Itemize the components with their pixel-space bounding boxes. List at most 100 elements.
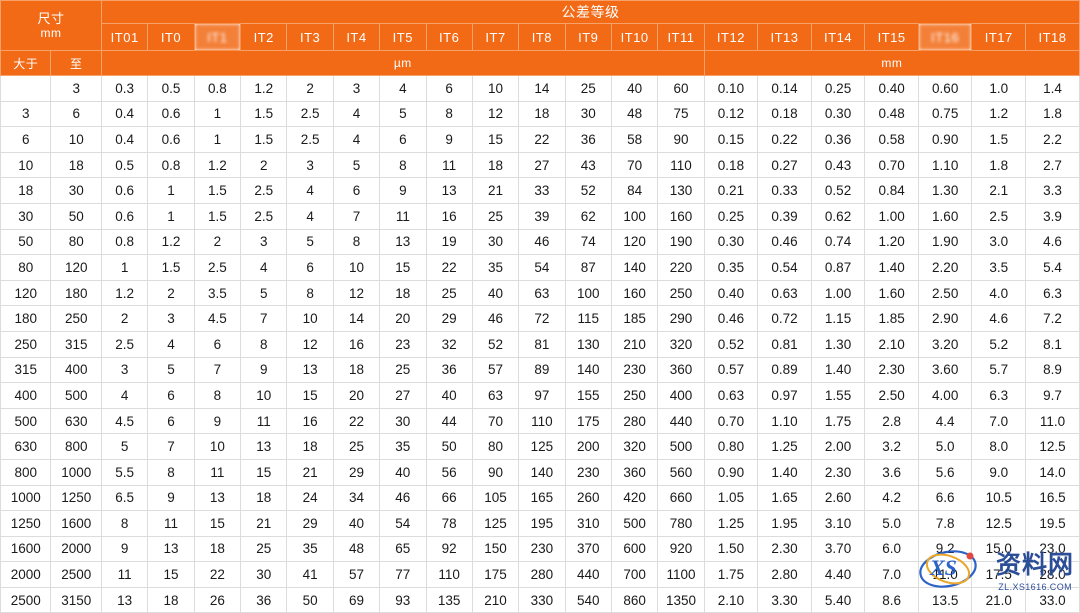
cell-it16: 0.90 bbox=[917, 126, 973, 153]
cell-it4: 25 bbox=[332, 433, 381, 460]
cell-it1: 2 bbox=[193, 228, 242, 256]
cell-it3: 3 bbox=[286, 151, 334, 179]
cell-it7: 10 bbox=[471, 75, 520, 102]
cell-it01: 0.6 bbox=[100, 177, 149, 204]
grade-header-it12[interactable]: IT12 bbox=[703, 23, 759, 51]
cell-it7: 15 bbox=[471, 126, 520, 153]
cell-it18: 4.6 bbox=[1025, 228, 1080, 256]
cell-size-from: 250 bbox=[0, 330, 52, 358]
cell-it15: 8.6 bbox=[864, 586, 919, 613]
cell-it3: 4 bbox=[286, 177, 334, 204]
cell-size-to: 30 bbox=[50, 177, 102, 204]
cell-it12: 0.52 bbox=[703, 330, 759, 358]
cell-it15: 1.40 bbox=[864, 254, 919, 281]
grade-header-it2[interactable]: IT2 bbox=[240, 23, 288, 51]
cell-it4: 69 bbox=[332, 586, 381, 613]
cell-it11: 1100 bbox=[657, 561, 705, 588]
table-row: 30 50 0.6 1 1.5 2.5 4 7 11 16 25 39 62 100 160 0.25 0.39… bbox=[0, 202, 1080, 230]
cell-it0: 8 bbox=[147, 458, 195, 486]
cell-it18: 5.4 bbox=[1025, 254, 1080, 281]
grade-header-it11[interactable]: IT11 bbox=[657, 23, 705, 51]
cell-it6: 110 bbox=[425, 561, 473, 588]
cell-it3: 4 bbox=[286, 202, 334, 230]
grade-header-it16[interactable]: IT16 bbox=[917, 23, 973, 51]
cell-it5: 77 bbox=[379, 561, 427, 588]
cell-it01: 0.4 bbox=[100, 100, 149, 128]
grade-header-it4[interactable]: IT4 bbox=[332, 23, 381, 51]
grade-header-it1[interactable]: IT1 bbox=[193, 23, 242, 51]
cell-it3: 6 bbox=[286, 254, 334, 281]
cell-size-to: 18 bbox=[50, 151, 102, 179]
cell-it15: 3.2 bbox=[864, 433, 919, 460]
grade-header-it3[interactable]: IT3 bbox=[286, 23, 334, 51]
cell-it11: 130 bbox=[657, 177, 705, 204]
cell-it13: 0.22 bbox=[757, 126, 812, 153]
grade-header-it17[interactable]: IT17 bbox=[971, 23, 1027, 51]
cell-it15: 3.6 bbox=[864, 458, 919, 486]
cell-it4: 16 bbox=[332, 330, 381, 358]
cell-it16: 1.10 bbox=[917, 151, 973, 179]
grade-header-it5[interactable]: IT5 bbox=[379, 23, 427, 51]
cell-it01: 9 bbox=[100, 535, 149, 563]
cell-it0: 0.5 bbox=[147, 75, 195, 102]
cell-it6: 13 bbox=[425, 177, 473, 204]
cell-it0: 1.5 bbox=[147, 254, 195, 281]
cell-it18: 1.4 bbox=[1025, 75, 1080, 102]
cell-it01: 0.8 bbox=[100, 228, 149, 256]
cell-it12: 0.35 bbox=[703, 254, 759, 281]
cell-it2: 18 bbox=[240, 484, 288, 512]
cell-it11: 920 bbox=[657, 535, 705, 563]
grade-header-it9[interactable]: IT9 bbox=[564, 23, 612, 51]
cell-it5: 5 bbox=[379, 100, 427, 128]
cell-it13: 2.30 bbox=[757, 535, 812, 563]
cell-it12: 0.70 bbox=[703, 407, 759, 435]
cell-it17: 5.2 bbox=[971, 330, 1027, 358]
cell-it01: 5 bbox=[100, 433, 149, 460]
cell-it0: 13 bbox=[147, 535, 195, 563]
cell-it14: 1.30 bbox=[810, 330, 866, 358]
cell-it12: 0.10 bbox=[703, 75, 759, 102]
cell-it15: 1.85 bbox=[864, 305, 919, 332]
cell-it13: 1.40 bbox=[757, 458, 812, 486]
cell-it2: 30 bbox=[240, 561, 288, 588]
grade-header-it18[interactable]: IT18 bbox=[1025, 23, 1080, 51]
grade-header-it01[interactable]: IT01 bbox=[100, 23, 149, 51]
cell-it10: 185 bbox=[610, 305, 659, 332]
cell-it17: 9.0 bbox=[971, 458, 1027, 486]
cell-it8: 18 bbox=[518, 100, 566, 128]
cell-it2: 10 bbox=[240, 382, 288, 409]
cell-it12: 0.18 bbox=[703, 151, 759, 179]
cell-it9: 43 bbox=[564, 151, 612, 179]
cell-it12: 1.05 bbox=[703, 484, 759, 512]
cell-it2: 4 bbox=[240, 254, 288, 281]
cell-it2: 11 bbox=[240, 407, 288, 435]
table-row: 80 120 1 1.5 2.5 4 6 10 15 22 35 54 87 140 220 0.35 0.54… bbox=[0, 254, 1080, 281]
grade-header-it0[interactable]: IT0 bbox=[147, 23, 195, 51]
grade-header-it7[interactable]: IT7 bbox=[471, 23, 520, 51]
cell-it6: 22 bbox=[425, 254, 473, 281]
cell-it17: 6.3 bbox=[971, 382, 1027, 409]
cell-it7: 21 bbox=[471, 177, 520, 204]
grade-header-it14[interactable]: IT14 bbox=[810, 23, 866, 51]
grade-header-it15[interactable]: IT15 bbox=[864, 23, 919, 51]
cell-it6: 40 bbox=[425, 382, 473, 409]
cell-it11: 190 bbox=[657, 228, 705, 256]
grade-header-it10[interactable]: IT10 bbox=[610, 23, 659, 51]
cell-it4: 22 bbox=[332, 407, 381, 435]
cell-it10: 500 bbox=[610, 510, 659, 537]
cell-it1: 9 bbox=[193, 407, 242, 435]
table-row: 1250 1600 8 11 15 21 29 40 54 78 125 195 310 500 780 1.… bbox=[0, 510, 1080, 537]
grade-header-it6[interactable]: IT6 bbox=[425, 23, 473, 51]
cell-it3: 35 bbox=[286, 535, 334, 563]
cell-it14: 2.30 bbox=[810, 458, 866, 486]
cell-it10: 210 bbox=[610, 330, 659, 358]
cell-it0: 15 bbox=[147, 561, 195, 588]
grade-header-it8[interactable]: IT8 bbox=[518, 23, 566, 51]
grade-header-it13[interactable]: IT13 bbox=[757, 23, 812, 51]
cell-it7: 210 bbox=[471, 586, 520, 613]
cell-it11: 780 bbox=[657, 510, 705, 537]
cell-it01: 3 bbox=[100, 356, 149, 384]
cell-it13: 1.10 bbox=[757, 407, 812, 435]
cell-size-from: 2500 bbox=[0, 586, 52, 613]
